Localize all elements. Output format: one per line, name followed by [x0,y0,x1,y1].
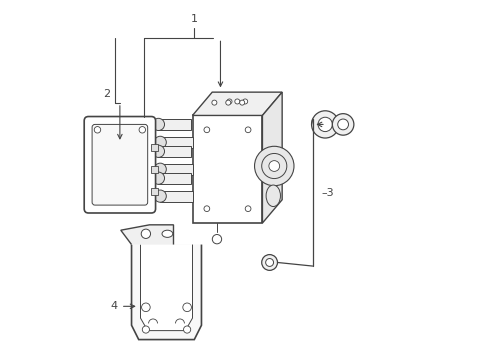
Text: –3: –3 [321,188,333,198]
Circle shape [154,190,166,202]
Circle shape [139,127,145,133]
Circle shape [94,127,101,133]
Circle shape [332,114,353,135]
Bar [151,188,158,195]
Circle shape [268,161,279,171]
Ellipse shape [162,230,172,237]
Circle shape [203,206,209,212]
Polygon shape [121,225,173,244]
Circle shape [244,206,250,212]
Bar [158,119,190,130]
Circle shape [154,136,166,148]
Polygon shape [262,92,282,223]
Circle shape [337,119,348,130]
Circle shape [203,127,209,133]
Circle shape [212,234,221,244]
Circle shape [152,145,164,157]
Circle shape [142,326,149,333]
Circle shape [234,99,239,104]
Bar [158,173,190,184]
Polygon shape [140,244,192,330]
Circle shape [183,326,190,333]
Circle shape [242,99,247,104]
Circle shape [254,146,293,186]
Circle shape [261,255,277,270]
Bar [160,164,192,175]
FancyBboxPatch shape [92,125,147,205]
Circle shape [152,118,164,131]
Circle shape [265,258,273,266]
Polygon shape [192,92,282,116]
Circle shape [152,172,164,184]
Circle shape [244,127,250,133]
Ellipse shape [265,185,280,207]
Text: 4: 4 [110,301,117,311]
Bar [160,191,192,202]
Bar [151,166,158,173]
Circle shape [226,99,231,104]
FancyBboxPatch shape [84,117,155,213]
Bar [158,146,190,157]
Circle shape [239,100,244,105]
Circle shape [183,303,191,312]
Bar [160,137,192,148]
Circle shape [154,163,166,175]
Text: 2: 2 [102,89,110,99]
Bar [151,144,158,151]
Circle shape [261,153,286,179]
Circle shape [317,117,332,132]
Circle shape [141,229,150,238]
Circle shape [311,111,338,138]
Circle shape [211,100,217,105]
Polygon shape [131,244,201,339]
Circle shape [142,303,150,312]
Circle shape [225,100,230,105]
Bar [192,116,262,223]
Text: 1: 1 [190,14,197,24]
